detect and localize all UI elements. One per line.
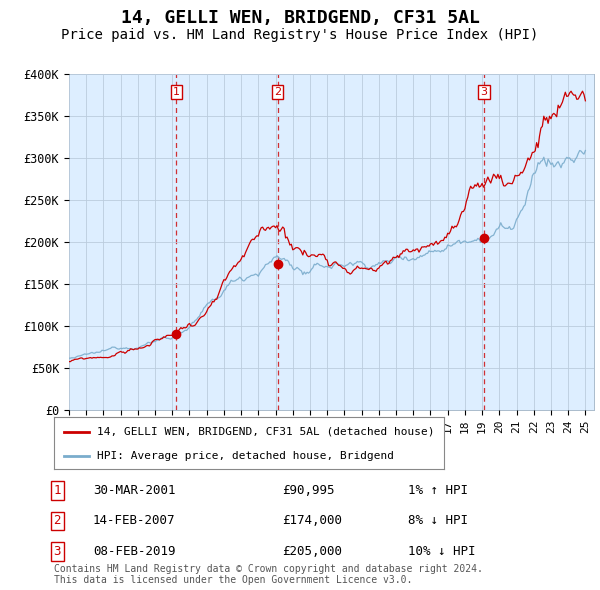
Text: 1% ↑ HPI: 1% ↑ HPI [408, 484, 468, 497]
Text: £205,000: £205,000 [282, 545, 342, 558]
Text: 2: 2 [274, 87, 281, 97]
Text: £90,995: £90,995 [282, 484, 335, 497]
Text: 2: 2 [53, 514, 61, 527]
Text: 14-FEB-2007: 14-FEB-2007 [93, 514, 176, 527]
Text: 3: 3 [53, 545, 61, 558]
Text: 10% ↓ HPI: 10% ↓ HPI [408, 545, 476, 558]
Text: 8% ↓ HPI: 8% ↓ HPI [408, 514, 468, 527]
Text: 14, GELLI WEN, BRIDGEND, CF31 5AL: 14, GELLI WEN, BRIDGEND, CF31 5AL [121, 9, 479, 27]
Text: Price paid vs. HM Land Registry's House Price Index (HPI): Price paid vs. HM Land Registry's House … [61, 28, 539, 42]
Text: 14, GELLI WEN, BRIDGEND, CF31 5AL (detached house): 14, GELLI WEN, BRIDGEND, CF31 5AL (detac… [97, 427, 434, 437]
Text: 08-FEB-2019: 08-FEB-2019 [93, 545, 176, 558]
Text: £174,000: £174,000 [282, 514, 342, 527]
Text: 1: 1 [53, 484, 61, 497]
Text: 3: 3 [481, 87, 487, 97]
Text: 30-MAR-2001: 30-MAR-2001 [93, 484, 176, 497]
Text: Contains HM Land Registry data © Crown copyright and database right 2024.
This d: Contains HM Land Registry data © Crown c… [54, 563, 483, 585]
Text: 1: 1 [173, 87, 180, 97]
Text: HPI: Average price, detached house, Bridgend: HPI: Average price, detached house, Brid… [97, 451, 394, 461]
